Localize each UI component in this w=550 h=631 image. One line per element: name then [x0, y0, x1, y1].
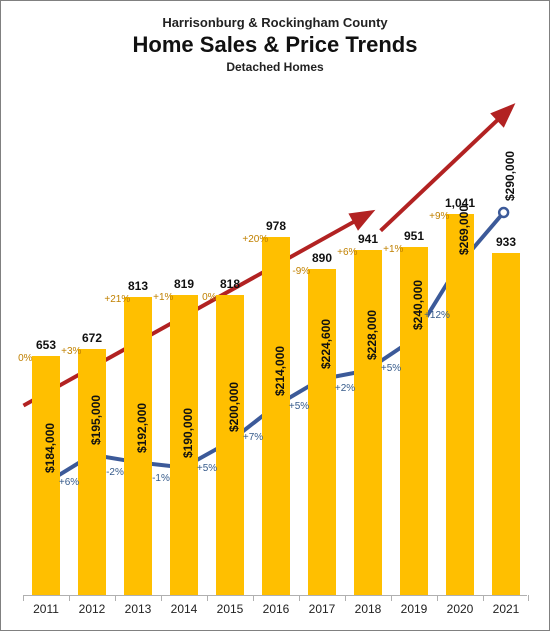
- sales-pct-label: +6%: [337, 247, 357, 258]
- x-axis-year: 2019: [401, 602, 428, 616]
- sales-bar: [354, 250, 382, 595]
- price-pct-label: +5%: [381, 363, 401, 374]
- sales-pct-label: +1%: [153, 292, 173, 303]
- sales-pct-label: +9%: [429, 211, 449, 222]
- x-tick: [253, 595, 254, 601]
- sales-value-label: 933: [496, 235, 516, 249]
- sales-value-label: 819: [174, 277, 194, 291]
- x-axis-year: 2015: [217, 602, 244, 616]
- sales-pct-label: +3%: [61, 346, 81, 357]
- sales-pct-label: 0%: [202, 292, 216, 303]
- sales-bar: [308, 269, 336, 595]
- sales-pct-label: +20%: [242, 234, 268, 245]
- sales-value-label: 941: [358, 232, 378, 246]
- trend-arrow-head: [352, 213, 371, 228]
- x-axis-year: 2020: [447, 602, 474, 616]
- price-pct-label: +7%: [243, 432, 263, 443]
- price-value-label: $228,000: [365, 310, 379, 360]
- x-tick: [345, 595, 346, 601]
- x-tick: [207, 595, 208, 601]
- price-marker: [499, 208, 508, 217]
- sales-bar: [216, 295, 244, 595]
- sales-pct-label: +1%: [383, 244, 403, 255]
- sales-bar: [492, 253, 520, 595]
- x-tick: [299, 595, 300, 601]
- x-axis-year: 2012: [79, 602, 106, 616]
- x-axis-year: 2014: [171, 602, 198, 616]
- price-pct-label: -2%: [106, 467, 124, 478]
- sales-pct-label: 0%: [18, 353, 32, 364]
- sales-bar: [78, 349, 106, 595]
- price-value-label: $190,000: [181, 408, 195, 458]
- price-value-label: $184,000: [43, 423, 57, 473]
- sales-value-label: 653: [36, 338, 56, 352]
- sales-value-label: 818: [220, 277, 240, 291]
- chart-frame: Harrisonburg & Rockingham County Home Sa…: [0, 0, 550, 631]
- x-axis-year: 2018: [355, 602, 382, 616]
- price-pct-label: +2%: [335, 383, 355, 394]
- x-tick: [23, 595, 24, 601]
- x-axis-year: 2013: [125, 602, 152, 616]
- chart-subtitle: Detached Homes: [1, 60, 549, 74]
- sales-bar: [446, 214, 474, 595]
- sales-value-label: 672: [82, 331, 102, 345]
- price-value-label: $192,000: [135, 403, 149, 453]
- x-axis-year: 2011: [33, 602, 59, 616]
- price-pct-label: +12%: [424, 310, 450, 321]
- price-pct-label: +5%: [289, 401, 309, 412]
- x-axis-labels: 2011 2012 2013 2014 2015 2016 2017 2018 2019 2020…: [23, 602, 527, 620]
- x-tick: [483, 595, 484, 601]
- price-value-label: $224,600: [319, 319, 333, 369]
- sales-value-label: 890: [312, 251, 332, 265]
- price-value-label: $195,000: [89, 395, 103, 445]
- price-value-label: $214,000: [273, 346, 287, 396]
- x-tick: [528, 595, 529, 601]
- price-value-label: $240,000: [411, 279, 425, 329]
- x-tick: [69, 595, 70, 601]
- sales-pct-label: -9%: [292, 266, 310, 277]
- price-pct-label: +6%: [59, 477, 79, 488]
- price-value-label: $200,000: [227, 382, 241, 432]
- x-axis-year: 2017: [309, 602, 336, 616]
- x-axis-year: 2021: [493, 602, 520, 616]
- sales-bar: [32, 356, 60, 595]
- sales-bar: [262, 237, 290, 595]
- sales-value-label: 978: [266, 219, 286, 233]
- x-tick: [161, 595, 162, 601]
- price-value-label: $290,000: [503, 151, 517, 201]
- sales-value-label: 951: [404, 229, 424, 243]
- sales-pct-label: +21%: [104, 294, 130, 305]
- x-axis-year: 2016: [263, 602, 290, 616]
- price-pct-label: +5%: [197, 463, 217, 474]
- chart-title: Home Sales & Price Trends: [1, 32, 549, 58]
- plot-area: 6530%672+3%813+21%819+1%8180%978+20%890-…: [23, 85, 527, 596]
- sales-value-label: 813: [128, 279, 148, 293]
- x-tick: [391, 595, 392, 601]
- x-tick: [437, 595, 438, 601]
- x-tick: [115, 595, 116, 601]
- chart-header: Harrisonburg & Rockingham County Home Sa…: [1, 1, 549, 74]
- region-label: Harrisonburg & Rockingham County: [1, 15, 549, 30]
- price-value-label: $269,000: [457, 205, 471, 255]
- price-pct-label: -1%: [152, 473, 170, 484]
